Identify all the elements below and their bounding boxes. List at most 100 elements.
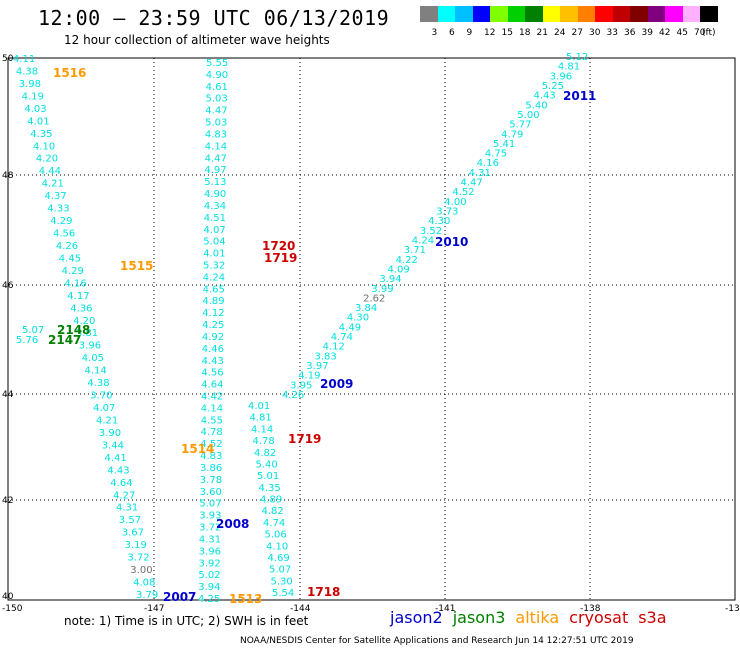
swh-value-track-b: 5.04 [203, 237, 225, 248]
swh-value-track-d: 3.84 [355, 303, 377, 314]
swh-value-track-d: 3.83 [315, 351, 337, 362]
swh-value-track-b: 4.24 [203, 272, 225, 283]
latitude-tick-label: 44 [2, 390, 14, 400]
color-swatch [525, 6, 543, 22]
swh-value-track-b: 4.90 [204, 189, 226, 200]
swh-value-track-c: 4.14 [251, 424, 273, 435]
swh-value-track-a: 4.26 [56, 241, 78, 252]
swh-value-track-a: 4.20 [36, 154, 58, 165]
swh-value-track-a: 4.11 [13, 54, 35, 65]
swh-value-track-c: 5.40 [256, 459, 278, 470]
swh-value-track-c: 4.89 [260, 495, 282, 506]
track-time-label: 2009 [320, 377, 353, 391]
swh-value-track-b: 4.14 [201, 403, 223, 414]
color-scale-label: 36 [624, 28, 636, 38]
swh-value-track-d: 3.52 [420, 226, 442, 237]
longitude-tick-label: -144 [290, 604, 311, 614]
swh-value-track-b: 4.64 [201, 380, 223, 391]
swh-value-track-d: 5.25 [542, 81, 564, 92]
swh-value-track-b: 4.34 [204, 201, 226, 212]
swh-value-track-a: 4.29 [62, 266, 84, 277]
swh-value-track-b: 5.55 [206, 58, 228, 69]
swh-value-track-a: 3.44 [102, 440, 124, 451]
swh-value-track-d: 4.47 [461, 178, 483, 189]
swh-value-track-a: 4.21 [96, 416, 118, 427]
color-scale-label: (ft) [702, 28, 716, 38]
swh-value-track-a: 4.05 [82, 353, 104, 364]
swh-value-track-d: 5.40 [525, 100, 547, 111]
footer-credit: NOAA/NESDIS Center for Satellite Applica… [240, 636, 634, 646]
swh-value-track-a: 4.08 [133, 578, 155, 589]
legend-item: altika [515, 608, 560, 627]
page-title: 12:00 – 23:59 UTC 06/13/2019 [38, 6, 390, 30]
swh-value-track-d: 5.41 [493, 139, 515, 150]
swh-value-track-b: 4.89 [202, 296, 224, 307]
color-swatch [507, 6, 525, 22]
color-scale-label: 6 [449, 28, 455, 38]
swh-value-track-a: 3.67 [122, 528, 144, 539]
legend-item: jason2 [390, 608, 443, 627]
color-scale-label: 18 [519, 28, 531, 38]
swh-value-track-a: 4.43 [107, 465, 129, 476]
swh-value-track-a: 4.38 [87, 378, 109, 389]
swh-value-track-c: 5.30 [271, 576, 293, 587]
swh-value-track-c: 4.74 [263, 518, 285, 529]
swh-value-track-b: 4.90 [206, 70, 228, 81]
latitude-tick-label: 48 [2, 171, 14, 181]
swh-value-track-b: 5.13 [204, 177, 226, 188]
longitude-tick-label: -147 [144, 604, 164, 614]
swh-value-track-a: 4.36 [70, 303, 92, 314]
swh-value-track-a: 4.16 [65, 278, 87, 289]
swh-value-track-b: 4.83 [200, 451, 222, 462]
swh-value-track-b: 4.42 [201, 392, 223, 403]
longitude-tick-label: -141 [435, 604, 455, 614]
swh-value-track-a: 3.90 [99, 428, 121, 439]
swh-value-track-a: 4.33 [47, 204, 69, 215]
swh-value-track-b: 3.60 [200, 487, 222, 498]
color-swatch [560, 6, 578, 22]
color-scale-label: 39 [641, 28, 653, 38]
swh-value-track-d: 5.00 [517, 110, 539, 121]
swh-value-track-b: 5.07 [199, 499, 221, 510]
swh-value-track-c: 4.35 [259, 483, 281, 494]
swh-value-track-a: 4.07 [93, 403, 115, 414]
swh-value-track-d: 5.77 [509, 120, 531, 131]
color-swatch [437, 6, 455, 22]
color-scale-label: 33 [606, 28, 618, 38]
color-scale-label: 70 [694, 28, 706, 38]
color-scale-label: 30 [589, 28, 601, 38]
swh-value-track-a: 4.01 [27, 116, 49, 127]
swh-value-track-a: 4.38 [16, 67, 38, 78]
swh-value-track-b: 4.25 [198, 594, 220, 605]
swh-value-track-d: 4.31 [469, 168, 491, 179]
swh-value-track-b: 4.92 [202, 332, 224, 343]
swh-value-track-d: 5.12 [566, 52, 588, 63]
swh-value-track-a: 3.57 [119, 515, 141, 526]
swh-value-track-c: 4.78 [253, 436, 275, 447]
footer-note: note: 1) Time is in UTC; 2) SWH is in fe… [64, 614, 309, 628]
satellite-legend: jason2 jason3 altika cryosat s3a [390, 608, 677, 627]
swh-value-track-c: 4.69 [268, 553, 290, 564]
color-swatch [472, 6, 490, 22]
swh-value-track-a: 4.29 [50, 216, 72, 227]
swh-value-track-b: 3.72 [199, 523, 221, 534]
latitude-tick-label: 46 [2, 281, 14, 291]
swh-value-track-a: 4.44 [39, 166, 61, 177]
swh-value-track-b: 5.03 [205, 118, 227, 129]
swh-value-track-b: 4.52 [200, 439, 222, 450]
color-swatch [420, 6, 438, 22]
swh-value-track-a: 4.41 [105, 453, 127, 464]
track-time-label: 2148 [57, 323, 90, 337]
longitude-tick-label: -138 [580, 604, 601, 614]
track-time-label: 1513 [229, 592, 262, 606]
swh-value-track-d: 3.99 [371, 284, 393, 295]
swh-value-track-b: 4.47 [205, 153, 227, 164]
swh-value-track-a: 4.27 [113, 490, 135, 501]
color-scale-label: 27 [571, 28, 583, 38]
swh-value-track-d: 4.74 [331, 332, 353, 343]
track-time-label: 1719 [264, 251, 297, 265]
swh-value-track-d: 4.43 [534, 91, 556, 102]
swh-value-track-a: 4.20 [73, 316, 95, 327]
